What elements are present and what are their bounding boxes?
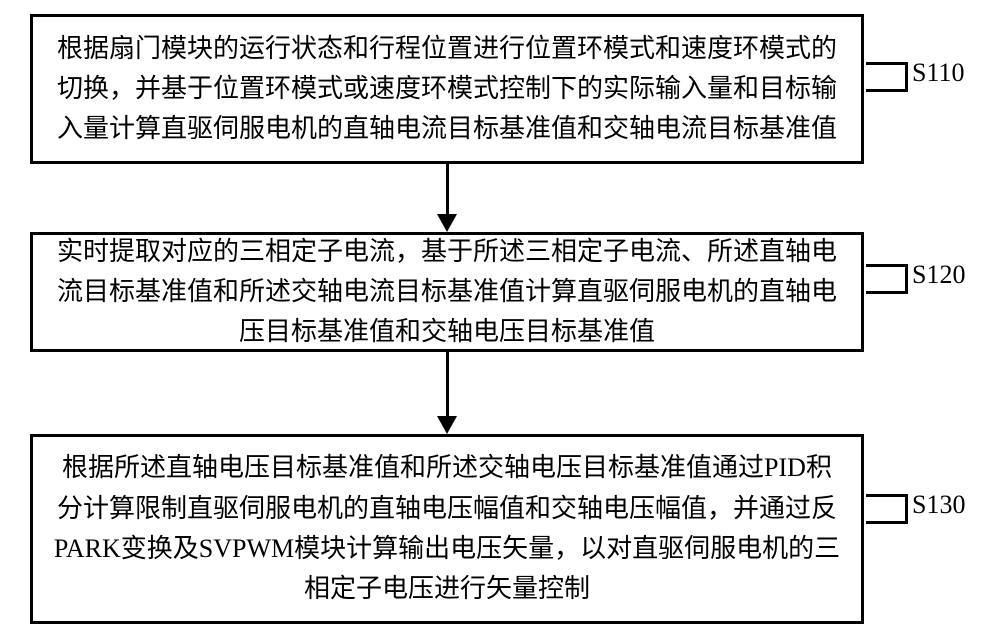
step-s120: 实时提取对应的三相定子电流，基于所述三相定子电流、所述直轴电流目标基准值和所述交…: [30, 232, 864, 352]
arrow-s120-to-s130-head: [437, 416, 457, 434]
arrow-s120-to-s130-stem: [446, 352, 449, 416]
bracket-s130: [866, 494, 908, 524]
label-s110: S110: [912, 58, 965, 88]
flowchart-canvas: 根据扇门模块的运行状态和行程位置进行位置环模式和速度环模式的切换，并基于位置环模…: [0, 0, 1000, 638]
bracket-s110: [866, 62, 908, 92]
step-s130: 根据所述直轴电压目标基准值和所述交轴电压目标基准值通过PID积分计算限制直驱伺服…: [30, 434, 864, 624]
step-s130-text: 根据所述直轴电压目标基准值和所述交轴电压目标基准值通过PID积分计算限制直驱伺服…: [53, 448, 841, 609]
bracket-s120: [866, 264, 908, 294]
step-s110: 根据扇门模块的运行状态和行程位置进行位置环模式和速度环模式的切换，并基于位置环模…: [30, 14, 864, 164]
label-s130: S130: [912, 490, 965, 520]
label-s120: S120: [912, 260, 965, 290]
arrow-s110-to-s120-stem: [446, 164, 449, 214]
step-s110-text: 根据扇门模块的运行状态和行程位置进行位置环模式和速度环模式的切换，并基于位置环模…: [53, 29, 841, 150]
step-s120-text: 实时提取对应的三相定子电流，基于所述三相定子电流、所述直轴电流目标基准值和所述交…: [53, 232, 841, 353]
arrow-s110-to-s120-head: [437, 214, 457, 232]
